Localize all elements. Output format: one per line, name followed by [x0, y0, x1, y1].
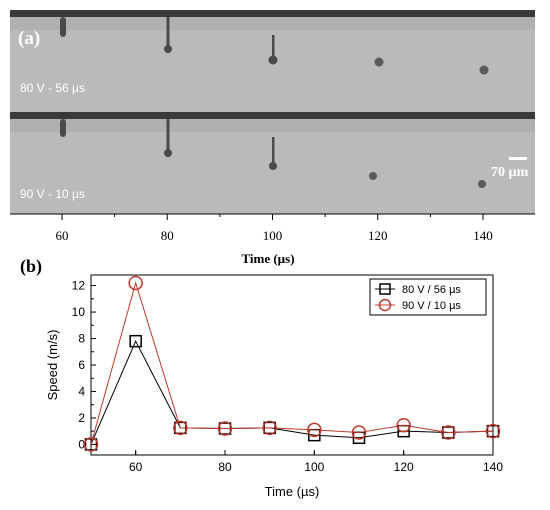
- data-point: [173, 420, 188, 436]
- ligament: [166, 119, 170, 151]
- nozzle-plate: [430, 112, 535, 119]
- ligament: [272, 137, 275, 163]
- data-point: [351, 425, 367, 440]
- data-point: [128, 275, 143, 291]
- droplet: [269, 162, 277, 170]
- image-frame: [430, 112, 535, 214]
- chart-series: [83, 275, 501, 452]
- droplet: [374, 57, 384, 67]
- nozzle-plate: [10, 112, 115, 119]
- image-frame: [220, 10, 325, 112]
- panel-a-tick-label: 60: [56, 228, 69, 243]
- panel-a: (a) 80 V - 56 µs 90 V - 10 µs 70 µm 60 80…: [10, 10, 535, 266]
- panel-a-label: (a): [18, 28, 40, 49]
- y-tick-label: 12: [72, 279, 86, 293]
- series-square: [84, 334, 500, 451]
- data-point: [129, 334, 142, 348]
- data-point: [396, 417, 411, 433]
- series-line: [90, 281, 494, 445]
- data-point: [84, 438, 98, 451]
- nozzle-plate: [325, 10, 430, 17]
- droplet: [478, 180, 486, 188]
- image-frame: [220, 112, 325, 214]
- legend-label: 80 V / 56 µs: [402, 284, 461, 296]
- y-axis-title: Speed (m/s): [45, 330, 60, 401]
- data-point: [262, 420, 277, 436]
- chart-axes: 60 80 100 120 140 0 2 4 6 8 10 12: [72, 279, 504, 474]
- data-point: [441, 425, 456, 440]
- droplet: [479, 65, 489, 75]
- x-tick-label: 120: [394, 460, 414, 474]
- ligament: [272, 35, 275, 57]
- data-point: [485, 423, 501, 439]
- droplet: [60, 119, 66, 137]
- y-tick-label: 4: [78, 384, 85, 398]
- row-label-2: 90 V - 10 µs: [20, 187, 85, 201]
- panel-a-x-axis-title: Time (µs): [241, 251, 294, 266]
- frame-gradient: [10, 30, 115, 112]
- droplet: [60, 17, 66, 37]
- x-tick-label: 60: [129, 460, 143, 474]
- panel-b: (b) 60 80 100 120 140 0 2 4 6 8 10 12 Time (µs) Spe…: [20, 256, 503, 499]
- frame-gradient: [10, 132, 115, 214]
- nozzle-plate: [115, 112, 220, 119]
- scale-bar: [509, 157, 527, 160]
- ligament: [166, 17, 170, 47]
- panel-a-tick-label: 120: [368, 228, 388, 243]
- x-tick-label: 140: [483, 460, 503, 474]
- panel-a-x-axis: 60 80 100 120 140: [10, 213, 535, 243]
- droplet: [164, 149, 172, 157]
- data-point: [217, 421, 233, 436]
- legend-label: 90 V / 10 µs: [402, 300, 461, 312]
- nozzle-plate: [220, 112, 325, 119]
- image-frames: [10, 10, 535, 214]
- series-line: [90, 340, 494, 445]
- image-frame: [115, 112, 220, 214]
- scale-bar-label: 70 µm: [491, 165, 529, 180]
- nozzle-plate: [220, 10, 325, 17]
- y-tick-label: 2: [78, 411, 85, 425]
- panel-b-label: (b): [20, 256, 42, 277]
- droplet: [268, 55, 278, 65]
- image-frame: [325, 10, 430, 112]
- data-point: [83, 437, 99, 452]
- frame-gradient: [430, 132, 535, 214]
- legend-marker: [378, 298, 392, 312]
- row-label-1: 80 V - 56 µs: [20, 81, 85, 95]
- y-tick-label: 8: [78, 332, 85, 346]
- x-tick-label: 80: [218, 460, 232, 474]
- droplet: [369, 172, 377, 180]
- legend: 80 V / 56 µs 90 V / 10 µs: [369, 278, 487, 316]
- nozzle-plate: [325, 112, 430, 119]
- droplet: [164, 45, 172, 53]
- frame-gradient: [325, 30, 430, 112]
- image-frame: [325, 112, 430, 214]
- data-point: [307, 422, 322, 438]
- image-frame: [10, 10, 115, 112]
- nozzle-plate: [115, 10, 220, 17]
- y-tick-label: 10: [72, 305, 86, 319]
- image-frame: [115, 10, 220, 112]
- panel-a-tick-label: 100: [263, 228, 283, 243]
- image-frame: [430, 10, 535, 112]
- panel-a-tick-label: 80: [161, 228, 174, 243]
- image-frame: [10, 112, 115, 214]
- x-axis-title: Time (µs): [265, 484, 320, 499]
- frame-gradient: [325, 132, 430, 214]
- series-circle: [83, 275, 501, 452]
- legend-marker: [379, 283, 391, 295]
- panel-a-tick-label: 140: [473, 228, 493, 243]
- nozzle-plate: [10, 10, 115, 17]
- y-tick-label: 6: [78, 358, 85, 372]
- nozzle-plate: [430, 10, 535, 17]
- y-tick-label: 0: [78, 437, 85, 451]
- x-tick-label: 100: [304, 460, 324, 474]
